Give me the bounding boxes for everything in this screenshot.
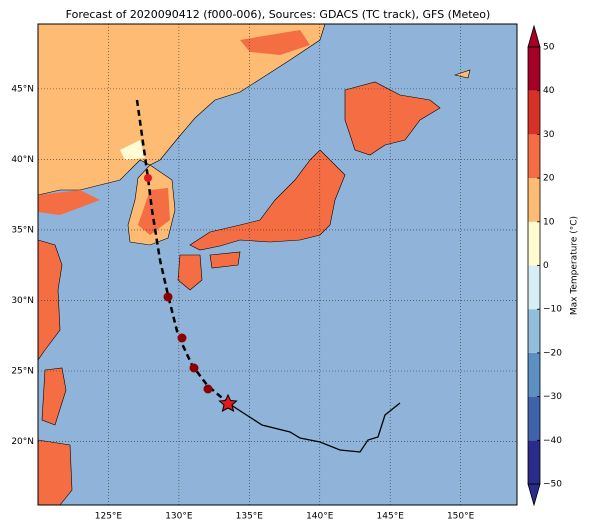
colorbar-tick-label: 50	[543, 43, 555, 53]
lat-label: 45°N	[11, 84, 34, 94]
colorbar-tick-label: −50	[543, 480, 562, 490]
colorbar-band	[528, 440, 540, 484]
map-title: Forecast of 2020090412 (f000-006), Sourc…	[66, 8, 491, 21]
lat-label: 30°N	[11, 296, 34, 306]
colorbar-band	[528, 221, 540, 266]
colorbar-band	[528, 90, 540, 135]
colorbar-tick-label: 20	[543, 174, 555, 184]
lat-label: 20°N	[11, 437, 34, 447]
colorbar-extend-top	[527, 24, 541, 48]
map-frame	[37, 23, 518, 506]
colorbar-tick-label: 40	[543, 86, 555, 96]
colorbar-tick-label: 0	[543, 261, 549, 271]
colorbar-band	[528, 265, 540, 310]
lat-label: 40°N	[11, 155, 34, 165]
colorbar-label: Max Temperature (°C)	[570, 216, 580, 315]
lon-label: 135°E	[236, 512, 264, 522]
colorbar-band	[528, 309, 540, 353]
lon-label: 125°E	[95, 512, 123, 522]
colorbar-tick-label: 30	[543, 130, 555, 140]
colorbar-band	[528, 396, 540, 441]
colorbar-tick-label: −20	[543, 348, 562, 358]
map	[37, 23, 518, 506]
colorbar-band	[528, 352, 540, 397]
colorbar-tick-label: −10	[543, 305, 562, 315]
warm-patches	[38, 30, 310, 235]
storm-points	[144, 174, 238, 412]
lon-label: 130°E	[165, 512, 193, 522]
colorbar-extend-bottom	[527, 483, 541, 507]
lat-label: 25°N	[11, 366, 34, 376]
land	[37, 23, 471, 506]
cool-patch	[120, 140, 145, 160]
storm-track	[135, 99, 401, 453]
lat-label: 35°N	[11, 225, 34, 235]
lon-label: 150°E	[447, 512, 475, 522]
colorbar: −50 −40 −30 −20 −10 0 10 20 30 40 50 Max Temperatur…	[527, 24, 580, 507]
lon-label: 140°E	[306, 512, 334, 522]
colorbar-band	[528, 134, 540, 179]
lon-label: 145°E	[377, 512, 405, 522]
colorbar-tick-label: 10	[543, 217, 555, 227]
colorbar-band	[528, 47, 540, 91]
colorbar-tick-label: −40	[543, 436, 562, 446]
colorbar-band	[528, 178, 540, 222]
colorbar-tick-label: −30	[543, 392, 562, 402]
